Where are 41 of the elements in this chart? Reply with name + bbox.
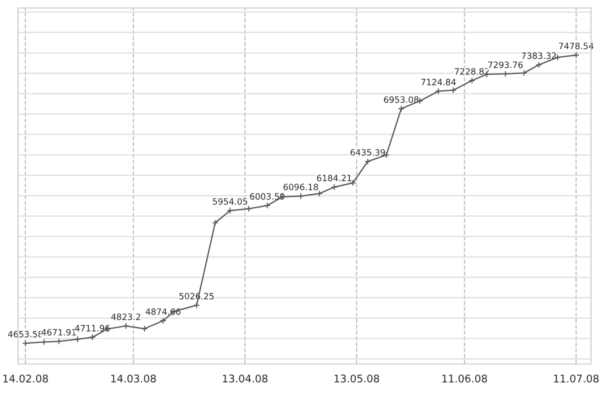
x-tick-label: 14.02.08 [3, 374, 48, 382]
point [364, 158, 372, 165]
point [297, 192, 304, 200]
data-label: 4823.2 [111, 314, 140, 320]
point [74, 336, 81, 343]
point [89, 334, 96, 341]
point [450, 86, 457, 94]
point [264, 202, 271, 209]
data-label: 5954.05 [212, 198, 248, 205]
point [193, 302, 200, 309]
point [536, 61, 542, 68]
data-label: 4671.91 [42, 329, 76, 336]
data-label: 7293.76 [488, 62, 523, 68]
data-label: 7124.84 [421, 78, 456, 86]
point [330, 184, 338, 190]
point [502, 70, 509, 78]
x-tick-label: 13.04.08 [222, 374, 268, 382]
data-label: 6435.39 [350, 149, 385, 156]
data-label: 4653.58 [8, 330, 43, 338]
x-tick-label: 13.05.08 [334, 374, 380, 382]
point [56, 338, 62, 345]
data-label: 6096.18 [284, 184, 318, 190]
data-label: 7478.54 [559, 42, 594, 50]
x-tick-label: 11.06.08 [442, 374, 487, 382]
point [435, 88, 442, 94]
point [226, 207, 234, 214]
point [398, 105, 405, 112]
point [316, 190, 323, 197]
x-tick-label: 11.07.08 [554, 374, 599, 382]
data-label: 6953.08 [384, 96, 418, 103]
data-label: 7228.82 [454, 68, 489, 75]
point [350, 180, 356, 186]
point [141, 325, 148, 332]
point [468, 77, 476, 84]
point [212, 219, 218, 226]
point [245, 205, 252, 212]
point [122, 322, 130, 330]
data-label: 7383.32 [522, 52, 556, 59]
x-tick-label: 14.03.08 [111, 374, 156, 382]
data-label: 6184.21 [317, 174, 352, 182]
point [160, 317, 166, 324]
